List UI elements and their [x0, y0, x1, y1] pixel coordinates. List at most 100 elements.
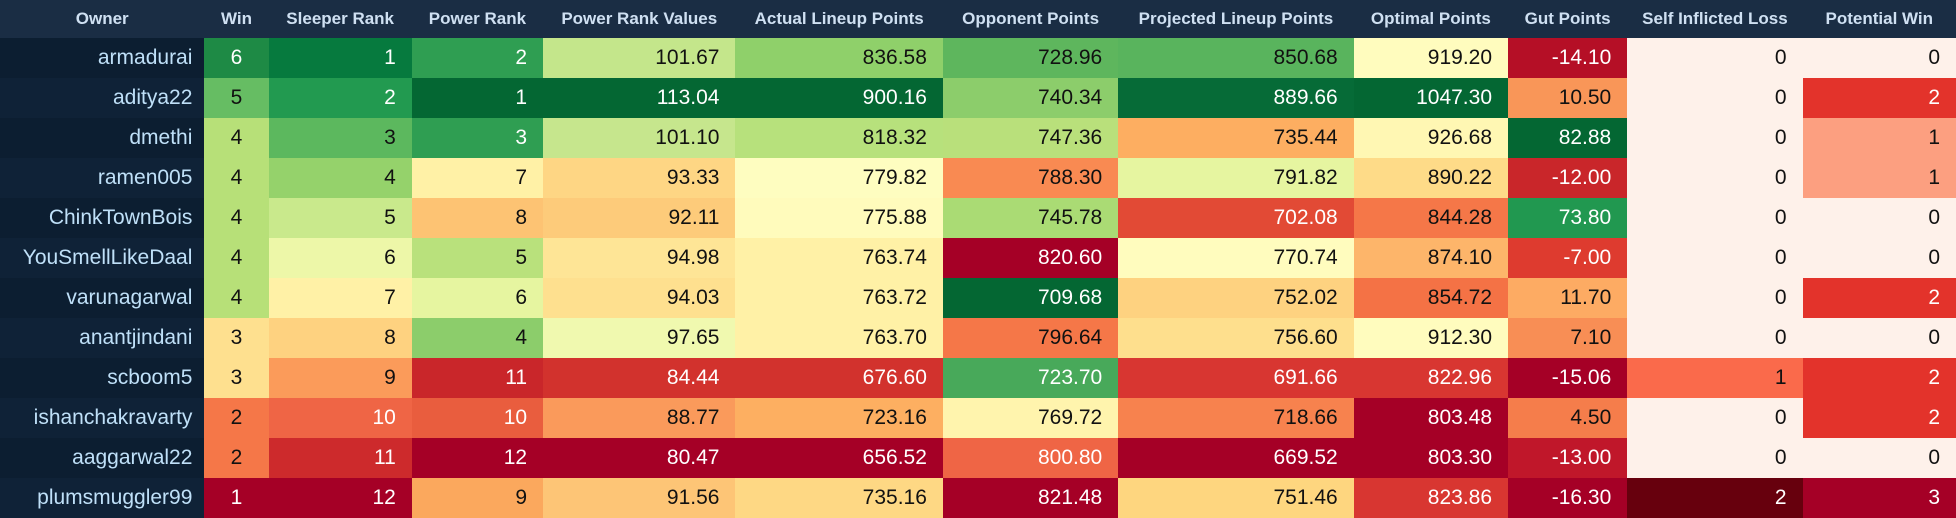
cell-projected-lineup-points: 691.66 [1118, 358, 1354, 398]
cell-actual-lineup-points: 818.32 [735, 118, 943, 158]
cell-self-inflicted-loss: 0 [1627, 158, 1803, 198]
cell-opponent-points: 796.64 [942, 318, 1119, 358]
owner-cell: anantjindani [0, 318, 205, 358]
cell-power-rank-values: 80.47 [543, 438, 736, 478]
cell-power-rank-values: 84.44 [543, 358, 736, 398]
cell-power-rank: 6 [411, 278, 544, 318]
table-row: dmethi 4 3 3 101.10 818.32 747.36 735.44 926.68 8… [0, 118, 1956, 158]
cell-optimal-points: 1047.30 [1353, 78, 1509, 118]
cell-self-inflicted-loss: 0 [1627, 398, 1803, 438]
cell-potential-win: 1 [1802, 158, 1956, 198]
cell-self-inflicted-loss: 0 [1627, 78, 1803, 118]
cell-potential-win: 0 [1802, 318, 1956, 358]
cell-win: 4 [204, 158, 269, 198]
cell-projected-lineup-points: 889.66 [1118, 78, 1354, 118]
cell-power-rank: 2 [411, 38, 544, 78]
column-header-power-rank-values[interactable]: Power Rank Values [543, 0, 736, 38]
cell-win: 4 [204, 238, 269, 278]
cell-sleeper-rank: 8 [268, 318, 412, 358]
cell-potential-win: 1 [1802, 118, 1956, 158]
cell-self-inflicted-loss: 1 [1627, 358, 1803, 398]
cell-optimal-points: 803.48 [1353, 398, 1509, 438]
owner-cell: YouSmellLikeDaal [0, 238, 205, 278]
cell-win: 4 [204, 118, 269, 158]
cell-self-inflicted-loss: 0 [1627, 198, 1803, 238]
owner-cell: ishanchakravarty [0, 398, 205, 438]
cell-optimal-points: 919.20 [1353, 38, 1509, 78]
cell-gut-points: 73.80 [1508, 198, 1628, 238]
cell-power-rank-values: 88.77 [543, 398, 736, 438]
cell-actual-lineup-points: 836.58 [735, 38, 943, 78]
owner-cell: varunagarwal [0, 278, 205, 318]
column-header-win[interactable]: Win [204, 0, 269, 38]
cell-sleeper-rank: 12 [268, 478, 412, 518]
cell-power-rank-values: 94.03 [543, 278, 736, 318]
cell-actual-lineup-points: 900.16 [735, 78, 943, 118]
cell-projected-lineup-points: 752.02 [1118, 278, 1354, 318]
cell-power-rank: 11 [411, 358, 544, 398]
column-header-projected-lineup-points[interactable]: Projected Lineup Points [1118, 0, 1354, 38]
column-header-potential-win[interactable]: Potential Win [1802, 0, 1956, 38]
cell-sleeper-rank: 4 [268, 158, 412, 198]
cell-opponent-points: 747.36 [942, 118, 1119, 158]
cell-self-inflicted-loss: 0 [1627, 38, 1803, 78]
cell-win: 4 [204, 278, 269, 318]
cell-projected-lineup-points: 735.44 [1118, 118, 1354, 158]
cell-win: 3 [204, 318, 269, 358]
cell-gut-points: -12.00 [1508, 158, 1628, 198]
cell-potential-win: 2 [1802, 278, 1956, 318]
column-header-owner[interactable]: Owner [0, 0, 205, 38]
cell-win: 6 [204, 38, 269, 78]
column-header-sleeper-rank[interactable]: Sleeper Rank [268, 0, 412, 38]
cell-win: 5 [204, 78, 269, 118]
cell-actual-lineup-points: 779.82 [735, 158, 943, 198]
cell-actual-lineup-points: 735.16 [735, 478, 943, 518]
column-header-opponent-points[interactable]: Opponent Points [942, 0, 1119, 38]
column-header-gut-points[interactable]: Gut Points [1508, 0, 1628, 38]
cell-potential-win: 0 [1802, 438, 1956, 478]
table-row: plumsmuggler99 1 12 9 91.56 735.16 821.48 751.4… [0, 478, 1956, 518]
table-row: armadurai 6 1 2 101.67 836.58 728.96 850.68 919.… [0, 38, 1956, 78]
cell-win: 3 [204, 358, 269, 398]
cell-opponent-points: 820.60 [942, 238, 1119, 278]
cell-sleeper-rank: 6 [268, 238, 412, 278]
cell-gut-points: -15.06 [1508, 358, 1628, 398]
cell-opponent-points: 769.72 [942, 398, 1119, 438]
cell-projected-lineup-points: 770.74 [1118, 238, 1354, 278]
header-row: Owner Win Sleeper Rank Power Rank Power Rank… [0, 0, 1956, 38]
cell-self-inflicted-loss: 0 [1627, 238, 1803, 278]
cell-potential-win: 0 [1802, 238, 1956, 278]
cell-gut-points: -13.00 [1508, 438, 1628, 478]
cell-power-rank: 7 [411, 158, 544, 198]
cell-opponent-points: 709.68 [942, 278, 1119, 318]
cell-gut-points: 10.50 [1508, 78, 1628, 118]
cell-actual-lineup-points: 676.60 [735, 358, 943, 398]
cell-actual-lineup-points: 763.70 [735, 318, 943, 358]
cell-opponent-points: 740.34 [942, 78, 1119, 118]
table-row: scboom5 3 9 11 84.44 676.60 723.70 691.66 822.96… [0, 358, 1956, 398]
cell-power-rank: 3 [411, 118, 544, 158]
owner-cell: dmethi [0, 118, 205, 158]
table-row: aaggarwal22 2 11 12 80.47 656.52 800.80 669.52 8… [0, 438, 1956, 478]
cell-actual-lineup-points: 656.52 [735, 438, 943, 478]
cell-optimal-points: 890.22 [1353, 158, 1509, 198]
cell-power-rank-values: 94.98 [543, 238, 736, 278]
cell-actual-lineup-points: 775.88 [735, 198, 943, 238]
column-header-optimal-points[interactable]: Optimal Points [1353, 0, 1509, 38]
table-row: ChinkTownBois 4 5 8 92.11 775.88 745.78 702.08 8… [0, 198, 1956, 238]
cell-projected-lineup-points: 791.82 [1118, 158, 1354, 198]
column-header-actual-lineup-points[interactable]: Actual Lineup Points [735, 0, 943, 38]
cell-power-rank-values: 93.33 [543, 158, 736, 198]
cell-gut-points: 82.88 [1508, 118, 1628, 158]
cell-sleeper-rank: 7 [268, 278, 412, 318]
owner-cell: plumsmuggler99 [0, 478, 205, 518]
cell-potential-win: 3 [1802, 478, 1956, 518]
column-header-self-inflicted-loss[interactable]: Self Inflicted Loss [1627, 0, 1803, 38]
cell-projected-lineup-points: 756.60 [1118, 318, 1354, 358]
cell-opponent-points: 788.30 [942, 158, 1119, 198]
cell-sleeper-rank: 3 [268, 118, 412, 158]
cell-power-rank-values: 92.11 [543, 198, 736, 238]
cell-self-inflicted-loss: 0 [1627, 438, 1803, 478]
column-header-power-rank[interactable]: Power Rank [411, 0, 544, 38]
